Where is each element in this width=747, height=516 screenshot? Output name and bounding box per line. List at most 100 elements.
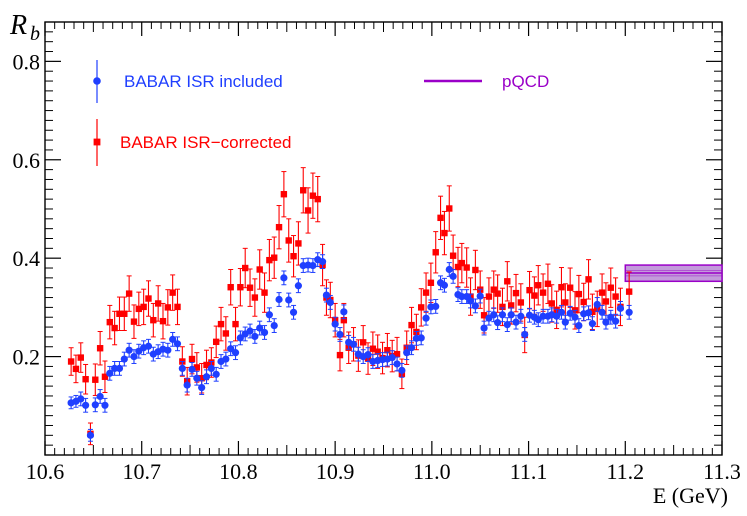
- x-tick-label: 10.8: [219, 459, 258, 484]
- data-point: [207, 364, 215, 372]
- data-point: [336, 351, 344, 359]
- data-point: [246, 284, 254, 291]
- data-point: [432, 249, 439, 256]
- data-point: [77, 354, 84, 361]
- data-point: [116, 310, 123, 317]
- data-point: [625, 308, 633, 316]
- series-isr-corrected: [67, 167, 633, 446]
- data-point: [322, 291, 331, 299]
- data-point: [120, 355, 128, 363]
- data-point: [490, 311, 498, 319]
- data-point: [212, 338, 220, 346]
- data-point: [251, 294, 259, 301]
- data-point: [275, 295, 283, 304]
- data-point: [309, 261, 317, 270]
- data-point: [422, 314, 430, 322]
- data-point: [517, 299, 525, 306]
- data-point: [449, 272, 457, 280]
- data-point: [280, 274, 288, 282]
- data-point: [526, 286, 533, 294]
- data-point: [188, 365, 196, 373]
- data-point: [198, 383, 206, 392]
- data-point: [150, 316, 157, 324]
- data-point: [77, 395, 85, 403]
- legend-label-pqcd: pQCD: [502, 72, 549, 91]
- data-point: [393, 350, 401, 358]
- data-point: [602, 298, 610, 305]
- data-point: [445, 265, 453, 274]
- data-point: [145, 295, 152, 302]
- data-point: [561, 318, 569, 326]
- data-point: [598, 289, 606, 296]
- legend-label-isr-included: BABAR ISR included: [124, 72, 283, 91]
- data-point: [266, 256, 273, 264]
- data-point: [295, 240, 302, 247]
- data-point: [349, 340, 358, 348]
- data-point: [584, 309, 593, 317]
- data-point: [260, 328, 269, 337]
- data-point: [364, 351, 372, 359]
- data-point: [270, 321, 278, 330]
- data-point: [485, 293, 493, 300]
- y-axis-title-subscript: b: [30, 23, 40, 45]
- data-point: [164, 304, 172, 311]
- data-point: [571, 313, 579, 321]
- data-point: [449, 252, 457, 259]
- data-point: [121, 310, 128, 317]
- data-point: [503, 321, 511, 329]
- data-point: [407, 344, 416, 352]
- data-point: [417, 334, 425, 342]
- data-point: [290, 253, 297, 260]
- data-point: [169, 335, 177, 343]
- data-point: [575, 321, 583, 330]
- data-point: [164, 346, 172, 354]
- data-point: [222, 330, 230, 337]
- data-point: [285, 296, 293, 304]
- data-point: [178, 364, 186, 372]
- data-point: [494, 319, 502, 327]
- data-point: [300, 187, 307, 194]
- data-point: [589, 308, 596, 316]
- legend-marker-square: [93, 138, 101, 146]
- data-point: [612, 317, 620, 325]
- data-point: [183, 381, 191, 389]
- data-point: [507, 311, 515, 319]
- data-point: [173, 340, 182, 348]
- data-point: [598, 308, 606, 316]
- data-point: [318, 258, 327, 266]
- data-point: [440, 281, 449, 289]
- axis-ticks: 10.6 10.7 10.8 10.9 11.0 11.1 11.2 11.3 0.2 0.4 0.…: [13, 22, 741, 484]
- data-point: [512, 318, 520, 326]
- data-point: [304, 207, 312, 214]
- x-tick-label: 10.6: [26, 459, 65, 484]
- data-point: [562, 299, 569, 306]
- data-point: [236, 334, 244, 342]
- data-point: [72, 365, 80, 373]
- data-point: [314, 195, 321, 203]
- data-point: [227, 284, 234, 291]
- x-tick-label: 10.9: [316, 459, 355, 484]
- data-point: [237, 284, 244, 291]
- data-point: [531, 292, 538, 299]
- data-point: [480, 324, 488, 332]
- data-point: [92, 376, 99, 383]
- legend: BABAR ISR included BABAR ISR−corrected pQC…: [93, 60, 549, 166]
- data-point: [265, 311, 273, 319]
- data-point: [432, 302, 440, 311]
- data-point: [441, 229, 448, 237]
- data-point: [558, 284, 565, 291]
- data-point: [144, 342, 153, 350]
- data-point: [96, 392, 104, 401]
- data-point: [125, 346, 133, 354]
- data-point: [174, 303, 181, 311]
- data-point: [101, 373, 109, 380]
- data-point: [331, 320, 339, 328]
- data-point: [607, 313, 615, 321]
- data-point: [566, 284, 574, 291]
- data-point: [256, 266, 263, 273]
- x-tick-label: 11.0: [413, 459, 451, 484]
- data-point: [261, 289, 268, 296]
- data-point: [512, 289, 520, 297]
- data-point: [422, 289, 430, 296]
